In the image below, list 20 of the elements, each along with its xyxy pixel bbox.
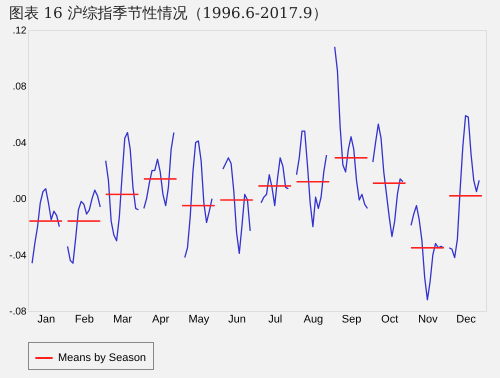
y-tick-label: .08 (12, 82, 27, 93)
x-tick-label: Oct (381, 314, 398, 326)
x-tick-label: Sep (342, 314, 362, 326)
x-tick-label: May (188, 314, 210, 326)
x-tick-label: Mar (113, 314, 132, 326)
x-tick-label: Aug (304, 314, 324, 326)
x-tick-label: Jun (228, 314, 246, 326)
legend-label: Means by Season (58, 352, 146, 364)
x-tick-label: Jan (37, 314, 56, 326)
y-tick-label: .00 (12, 194, 27, 206)
y-tick-label: .12 (12, 26, 27, 36)
y-tick-label: .04 (12, 138, 27, 149)
x-tick-label: Nov (418, 314, 438, 326)
x-tick-label: Apr (152, 314, 170, 326)
x-tick-label: Dec (456, 314, 476, 326)
x-tick-label: Feb (74, 314, 94, 326)
y-tick-label: -.04 (9, 250, 27, 262)
chart-title: 图表 16 沪综指季节性情况（1996.6-2017.9） (8, 4, 328, 22)
x-tick-label: Jul (268, 314, 282, 326)
y-tick-label: -.08 (9, 306, 27, 318)
